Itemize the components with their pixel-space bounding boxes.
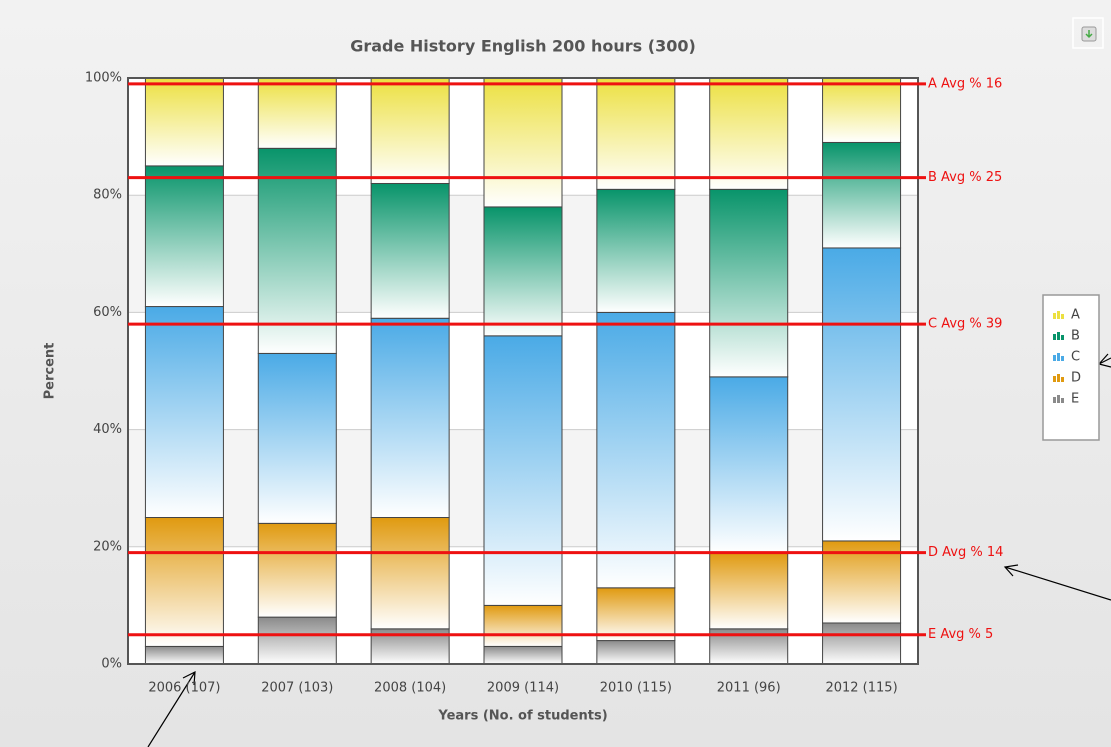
legend-icon: [1053, 376, 1056, 382]
y-tick-label: 80%: [93, 188, 122, 203]
bar-segment: [596, 311, 676, 589]
average-label: A Avg % 16: [928, 76, 1002, 91]
legend-icon: [1053, 334, 1056, 340]
x-tick-label: 2008 (104): [374, 681, 446, 696]
legend-icon: [1057, 311, 1060, 319]
x-tick-label: 2007 (103): [261, 681, 333, 696]
legend-box: [1042, 294, 1100, 441]
y-tick-label: 100%: [85, 71, 122, 86]
legend-icon: [1061, 335, 1064, 340]
legend-label: B: [1071, 329, 1080, 344]
bar-segment: [144, 517, 224, 647]
legend-label: D: [1071, 371, 1081, 386]
legend-icon: [1053, 313, 1056, 319]
average-label: B Avg % 25: [928, 170, 1002, 185]
x-tick-label: 2011 (96): [717, 681, 781, 696]
download-icon: [1085, 30, 1093, 39]
bar-segment: [709, 77, 789, 190]
legend-icon: [1057, 374, 1060, 382]
legend-icon: [1053, 397, 1056, 403]
bar-segment: [257, 352, 337, 524]
y-tick-label: 0%: [101, 657, 122, 672]
x-axis-label: Years (No. of students): [437, 709, 607, 724]
bar-segment: [483, 77, 563, 208]
bar-segment: [709, 376, 789, 554]
legend-icon: [1053, 355, 1056, 361]
bar-segment: [370, 77, 450, 184]
bar-segment: [257, 147, 337, 354]
panel-frame: [1072, 17, 1104, 49]
bar-segment: [370, 517, 450, 630]
chart-title: Grade History English 200 hours (300): [350, 37, 696, 56]
bar-segment: [370, 182, 450, 319]
legend-icon: [1061, 314, 1064, 319]
bar-segment: [483, 206, 563, 337]
average-label: C Avg % 39: [928, 317, 1002, 332]
bar-segment: [257, 616, 337, 665]
x-tick-label: 2006 (107): [148, 681, 220, 696]
bar-segment: [822, 540, 902, 624]
bar-segment: [596, 188, 676, 313]
x-tick-label: 2010 (115): [600, 681, 672, 696]
legend-icon: [1057, 395, 1060, 403]
average-label: E Avg % 5: [928, 627, 993, 642]
bar-segment: [596, 640, 676, 665]
bar-segment: [483, 335, 563, 606]
bar-segment: [144, 77, 224, 167]
bar-segment: [822, 141, 902, 249]
legend-icon: [1061, 398, 1064, 403]
bar-segment: [144, 645, 224, 665]
bar-segment: [370, 317, 450, 519]
legend-icon: [1057, 353, 1060, 361]
bar-segment: [709, 188, 789, 378]
bar-segment: [144, 165, 224, 308]
legend-label: C: [1071, 350, 1080, 365]
bar-segment: [144, 306, 224, 519]
bar-segment: [709, 552, 789, 630]
y-tick-label: 60%: [93, 305, 122, 320]
arrows: [147, 353, 1111, 747]
y-tick-label: 20%: [93, 539, 122, 554]
y-tick-label: 40%: [93, 422, 122, 437]
legend-label: E: [1071, 392, 1079, 407]
average-label: D Avg % 14: [928, 545, 1003, 560]
x-tick-label: 2012 (115): [825, 681, 897, 696]
bar-segment: [483, 604, 563, 647]
legend-label: A: [1071, 308, 1080, 323]
legend-icon: [1061, 356, 1064, 361]
bar-segment: [822, 247, 902, 542]
bar-segment: [822, 77, 902, 143]
bar-segment: [483, 645, 563, 665]
x-tick-label: 2009 (114): [487, 681, 559, 696]
y-axis-label: Percent: [43, 343, 58, 400]
bar-segment: [596, 77, 676, 190]
bar-segment: [257, 522, 337, 618]
bar-segment: [596, 587, 676, 642]
legend-icon: [1057, 332, 1060, 340]
bar-segment: [257, 77, 337, 149]
plot-border: [127, 77, 919, 665]
legend-icon: [1061, 377, 1064, 382]
bar-segment: [822, 622, 902, 665]
